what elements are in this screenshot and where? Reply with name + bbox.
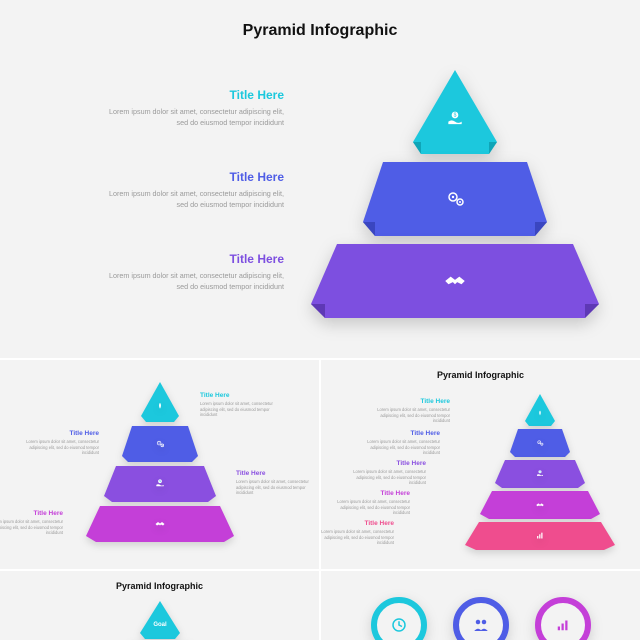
mini-desc: Lorem ipsum dolor sit amet, consectetur … — [236, 479, 314, 496]
signal-icon — [554, 616, 572, 634]
text-group-1: Title Here Lorem ipsum dolor sit amet, c… — [104, 88, 284, 129]
pyramid-tier-2 — [359, 162, 551, 236]
mini-desc: Lorem ipsum dolor sit amet, consectetur … — [21, 439, 99, 456]
mini-desc: Lorem ipsum dolor sit amet, consectetur … — [332, 499, 410, 516]
thumb-5tier: Pyramid Infographic Title Here Lorem ipsu… — [321, 360, 640, 569]
gears-icon — [155, 439, 166, 450]
people-icon — [472, 616, 490, 634]
mini-title: Title Here — [348, 460, 426, 467]
mini-title: Title Here — [332, 490, 410, 497]
text-group-2: Title Here Lorem ipsum dolor sit amet, c… — [104, 170, 284, 211]
tier-title: Title Here — [104, 170, 284, 184]
rocket-icon — [155, 402, 165, 412]
mini-title: Title Here — [0, 510, 63, 517]
main-title: Pyramid Infographic — [0, 22, 640, 40]
mini-desc: Lorem ipsum dolor sit amet, consectetur … — [372, 407, 450, 424]
pyramid-tier-3 — [307, 244, 603, 318]
mini-title: Title Here — [362, 430, 440, 437]
thumb-4tier: Title Here Lorem ipsum dolor sit amet, co… — [0, 360, 319, 569]
mini-title: Title Here — [21, 430, 99, 437]
mini-title: Title Here — [236, 470, 314, 477]
thumb-title: Pyramid Infographic — [0, 581, 319, 591]
clock-icon — [390, 616, 408, 634]
handshake-icon — [535, 500, 545, 510]
tier-title: Title Here — [104, 252, 284, 266]
thumb-words: Pyramid Infographic Goal Growth — [0, 571, 319, 640]
gears-icon — [443, 187, 467, 211]
rocket-icon — [536, 410, 544, 418]
dollar-hand-icon — [155, 479, 166, 490]
mini-title: Title Here — [321, 520, 394, 527]
mini-desc: Lorem ipsum dolor sit amet, consectetur … — [321, 529, 394, 546]
mini-desc: Lorem ipsum dolor sit amet, consectetur … — [200, 401, 278, 418]
handshake-icon — [442, 268, 468, 294]
thumb-circles — [321, 571, 640, 640]
mini-title: Title Here — [372, 398, 450, 405]
dollar-hand-icon — [445, 110, 465, 130]
thumb-title: Pyramid Infographic — [321, 370, 640, 380]
tier-desc: Lorem ipsum dolor sit amet, consectetur … — [104, 271, 284, 293]
dollar-hand-icon — [536, 470, 545, 479]
tier-word: Goal — [153, 622, 166, 628]
gears-icon — [536, 439, 545, 448]
tier-desc: Lorem ipsum dolor sit amet, consectetur … — [104, 189, 284, 211]
pyramid-tier-1 — [409, 70, 501, 154]
tier-desc: Lorem ipsum dolor sit amet, consectetur … — [104, 107, 284, 129]
mini-pyramid-5 — [463, 394, 617, 552]
mini-title: Title Here — [200, 392, 278, 399]
circle-3 — [535, 597, 591, 640]
main-pyramid — [305, 70, 605, 330]
mini-desc: Lorem ipsum dolor sit amet, consectetur … — [0, 519, 63, 536]
text-group-3: Title Here Lorem ipsum dolor sit amet, c… — [104, 252, 284, 293]
mini-desc: Lorem ipsum dolor sit amet, consectetur … — [348, 469, 426, 486]
circle-2 — [453, 597, 509, 640]
tier-title: Title Here — [104, 88, 284, 102]
circle-1 — [371, 597, 427, 640]
chart-icon — [535, 531, 545, 541]
mini-desc: Lorem ipsum dolor sit amet, consectetur … — [362, 439, 440, 456]
main-slide: Pyramid Infographic Title Here Lorem ips… — [0, 0, 640, 358]
handshake-icon — [154, 518, 166, 530]
